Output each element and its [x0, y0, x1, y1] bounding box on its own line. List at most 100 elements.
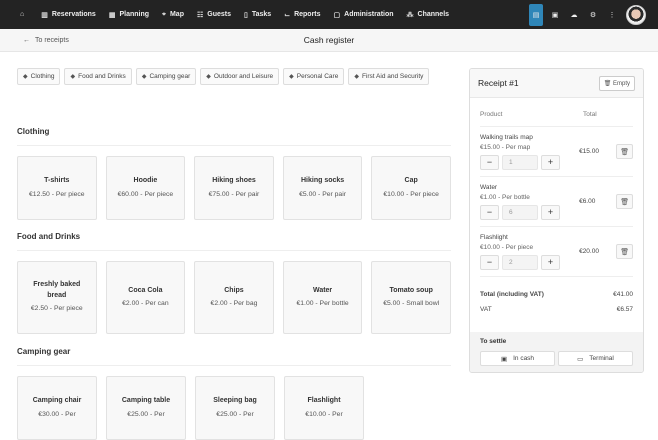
receipt-line: Water €1.00 - Per bottle −6 + €6.00 🗑 — [480, 177, 634, 227]
remove-line-button[interactable]: 🗑 — [616, 144, 634, 159]
receipt-line: Walking trails map €15.00 - Per map −1 + €15… — [480, 127, 634, 177]
settle-heading: To settle — [480, 338, 507, 345]
total-label: Total (including VAT) — [480, 291, 544, 298]
product-name: Cap — [404, 177, 418, 184]
decrease-button[interactable]: − — [480, 154, 499, 170]
plus-icon: + — [547, 157, 554, 167]
increase-button[interactable]: + — [541, 154, 560, 170]
category-filter: ◆ Clothing ◆ Food and Drinks ◆ Camping gear ◆ O… — [17, 68, 451, 85]
trash-icon: 🗑 — [620, 148, 630, 156]
quantity-input[interactable]: 2 — [502, 254, 538, 270]
column-total: Total — [583, 111, 597, 118]
settle-section: To settle ▣ In cash ▭ Terminal — [470, 332, 643, 372]
cloud-icon: ☁ — [570, 11, 578, 19]
product-card[interactable]: Coca Cola €2.00 - Per can — [105, 261, 186, 334]
remove-line-button[interactable]: 🗑 — [616, 194, 634, 209]
receipt-title: Receipt #1 — [478, 78, 519, 88]
product-card[interactable]: Water €1.00 - Per bottle — [282, 261, 363, 334]
product-card[interactable]: Tomato soup €5.00 - Small bowl — [371, 261, 451, 334]
product-name: Tomato soup — [389, 286, 433, 294]
avatar[interactable] — [626, 4, 646, 25]
product-card[interactable]: Hoodie €60.00 - Per piece — [105, 156, 186, 220]
category-tag[interactable]: ◆ Clothing — [17, 68, 61, 85]
top-navbar: ⌂ ▥ Reservations ▦ Planning ⌖ Map ☷ Guests ▯ Task… — [0, 0, 658, 29]
remove-line-button[interactable]: 🗑 — [616, 244, 634, 259]
product-card[interactable]: Cap €10.00 - Per piece — [371, 156, 451, 220]
pay-cash-button[interactable]: ▣ In cash — [480, 351, 555, 366]
product-name: T-shirts — [44, 177, 70, 184]
nav-item-planning[interactable]: ▦ Planning — [108, 11, 150, 19]
line-total: €15.00 — [579, 148, 599, 155]
nav-home[interactable]: ⌂ — [20, 11, 28, 18]
product-name: Freshly baked bread — [33, 281, 81, 299]
product-card[interactable]: Hiking socks €5.00 - Per pair — [282, 156, 363, 220]
product-card[interactable]: Flashlight €10.00 - Per — [284, 376, 364, 440]
increase-button[interactable]: + — [541, 204, 560, 220]
product-price: €5.00 - Small bowl — [383, 300, 440, 307]
nav-item-reservations[interactable]: ▥ Reservations — [41, 11, 96, 19]
product-card[interactable]: T-shirts €12.50 - Per piece — [17, 156, 97, 220]
product-card[interactable]: Camping chair €30.00 - Per — [17, 376, 97, 440]
line-price: €10.00 - Per piece — [480, 243, 534, 251]
product-price: €2.00 - Per can — [122, 300, 169, 307]
arrow-left-icon: ← — [23, 36, 30, 44]
nav-item-guests[interactable]: ☷ Guests — [196, 11, 231, 19]
column-product: Product — [480, 111, 503, 118]
product-price: €10.00 - Per — [305, 410, 343, 418]
product-card[interactable]: Camping table €25.00 - Per — [106, 376, 186, 440]
minus-icon: − — [486, 257, 493, 267]
nav-item-reports[interactable]: ⌙ Reports — [284, 11, 321, 19]
product-price: €75.00 - Per pair — [208, 190, 260, 198]
cash-register-button[interactable]: ▤ — [529, 3, 543, 26]
product-price: €12.50 - Per piece — [29, 190, 85, 198]
nav-item-administration[interactable]: ▢ Administration — [333, 11, 394, 19]
tag-icon: ◆ — [206, 74, 211, 80]
category-tag[interactable]: ◆ Food and Drinks — [64, 68, 132, 85]
cloud-button[interactable]: ☁ — [567, 4, 581, 26]
line-price: €1.00 - Per bottle — [480, 193, 530, 201]
chart-icon: ⌙ — [284, 11, 291, 19]
line-total: €20.00 — [579, 248, 599, 255]
category-tag[interactable]: ◆ Camping gear — [135, 68, 197, 85]
product-name: Hoodie — [133, 177, 158, 184]
total-value: €41.00 — [613, 291, 633, 298]
settings-button[interactable]: ⚙ — [586, 4, 600, 26]
increase-button[interactable]: + — [541, 254, 560, 270]
tag-icon: ◆ — [289, 74, 294, 80]
quantity-input[interactable]: 1 — [502, 154, 538, 170]
nav-item-map[interactable]: ⌖ Map — [162, 10, 184, 19]
quantity-input[interactable]: 6 — [502, 204, 538, 220]
map-icon: ⌖ — [162, 10, 166, 18]
pay-terminal-button[interactable]: ▭ Terminal — [558, 351, 633, 366]
decrease-button[interactable]: − — [480, 204, 499, 220]
product-card[interactable]: Freshly baked bread €2.50 - Per piece — [17, 261, 97, 334]
product-area: ◆ Clothing ◆ Food and Drinks ◆ Camping gear ◆ O… — [17, 68, 451, 440]
vat-value: €6.57 — [616, 306, 633, 313]
clipboard-icon: ▯ — [243, 11, 248, 19]
product-name: Flashlight — [307, 397, 341, 404]
product-name: Hiking shoes — [212, 177, 256, 184]
product-card[interactable]: Hiking shoes €75.00 - Per pair — [194, 156, 274, 220]
decrease-button[interactable]: − — [480, 254, 499, 270]
nav-item-tasks[interactable]: ▯ Tasks — [243, 11, 272, 19]
category-tag[interactable]: ◆ Outdoor and Leisure — [200, 68, 280, 85]
vat-label: VAT — [480, 306, 492, 313]
line-name: Flashlight — [480, 233, 508, 241]
back-to-receipts-link[interactable]: ← To receipts — [23, 36, 69, 44]
product-category: Clothing T-shirts €12.50 - Per piece Hoodie… — [17, 127, 451, 220]
payments-button[interactable]: ▣ — [548, 4, 562, 26]
line-name: Water — [480, 183, 498, 191]
line-price: €15.00 - Per map — [480, 143, 531, 151]
category-tag[interactable]: ◆ Personal Care — [283, 68, 345, 85]
book-icon: ▥ — [41, 11, 48, 19]
category-heading: Camping gear — [17, 347, 451, 366]
product-card[interactable]: Sleeping bag €25.00 - Per — [195, 376, 275, 440]
money-icon: ▣ — [551, 11, 559, 19]
nav-item-channels[interactable]: ⁂ Channels — [406, 11, 450, 19]
product-card[interactable]: Chips €2.00 - Per bag — [194, 261, 274, 334]
sitemap-icon: ⁂ — [406, 11, 414, 19]
product-name: Water — [312, 286, 333, 294]
category-tag[interactable]: ◆ First Aid and Security — [348, 68, 430, 85]
empty-receipt-button[interactable]: 🗑 Empty — [598, 75, 635, 91]
more-button[interactable]: ⋮ — [605, 4, 619, 26]
